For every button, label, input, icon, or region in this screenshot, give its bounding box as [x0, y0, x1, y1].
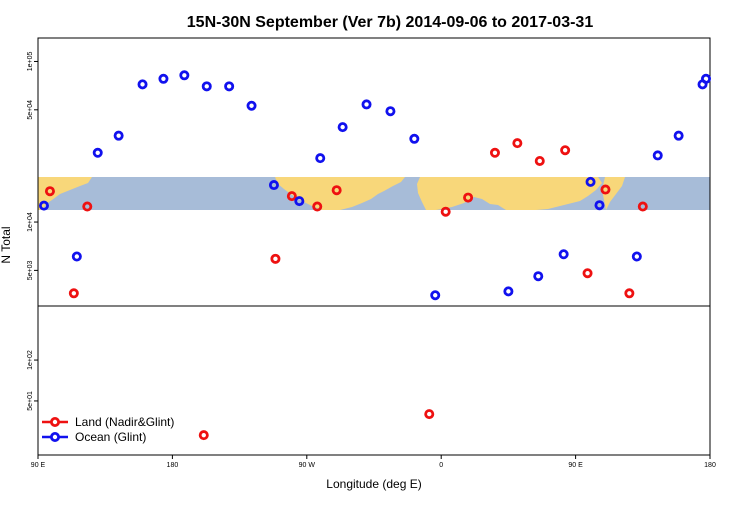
ocean-point: [533, 271, 544, 282]
y-upper-tick-label: 1e+05: [27, 52, 34, 72]
ocean-point: [361, 99, 372, 110]
ocean-point: [701, 73, 712, 84]
ocean-point: [503, 286, 514, 297]
ocean-point: [246, 100, 257, 111]
y-axis-label: N Total: [0, 226, 13, 263]
x-tick-label: 90 E: [31, 462, 46, 469]
land-point: [286, 191, 297, 202]
land-legend-label: Land (Nadir&Glint): [75, 415, 174, 429]
y-upper-tick-label: 5e+03: [27, 260, 34, 280]
x-tick-label: 180: [704, 462, 716, 469]
lower-panel-frame: [37, 305, 711, 456]
land-point: [68, 288, 79, 299]
legend: Land (Nadir&Glint)Ocean (Glint): [42, 415, 174, 444]
land-point: [424, 409, 435, 420]
ocean-point: [158, 73, 169, 84]
ocean-point: [137, 79, 148, 90]
ocean-point: [409, 133, 420, 144]
x-axis: 90 E 180 90 W 0 90 E 180: [31, 455, 716, 469]
ocean-point: [673, 130, 684, 141]
ocean-point: [430, 290, 441, 301]
ocean-legend-label: Ocean (Glint): [75, 430, 146, 444]
ocean-point: [179, 70, 190, 81]
land-point: [331, 185, 342, 196]
ocean-point: [113, 130, 124, 141]
x-tick-label: 90 W: [299, 462, 316, 469]
x-tick-label: 0: [439, 462, 443, 469]
ocean-point: [558, 249, 569, 260]
y-upper-tick-label: 5e+04: [27, 100, 34, 120]
land-point: [624, 288, 635, 299]
ocean-point: [631, 251, 642, 262]
ocean-point: [652, 150, 663, 161]
y-lower-tick-label: 1e+02: [27, 350, 34, 370]
plot-frames: [37, 37, 711, 456]
ocean-point: [385, 106, 396, 117]
land-point: [600, 184, 611, 195]
ocean-point: [92, 147, 103, 158]
land-africa-asia: [417, 177, 602, 210]
land-point: [44, 186, 55, 197]
ocean-legend-marker: [50, 431, 61, 442]
ocean-point: [294, 196, 305, 207]
data-points: [38, 70, 712, 441]
land-point: [534, 155, 545, 166]
ocean-point: [315, 153, 326, 164]
x-tick-label: 90 E: [568, 462, 583, 469]
y-axis-upper: 5e+03 1e+04 5e+04 1e+05: [27, 52, 38, 280]
land-point: [82, 201, 93, 212]
ocean-point: [201, 81, 212, 92]
upper-panel-frame: [37, 37, 711, 307]
land-point: [440, 206, 451, 217]
land-point: [198, 430, 209, 441]
land-point: [489, 147, 500, 158]
land-point: [270, 253, 281, 264]
land-point: [312, 201, 323, 212]
y-axis-lower: 5e+01 1e+02: [27, 350, 38, 411]
ocean-point: [38, 200, 49, 211]
land-point: [463, 192, 474, 203]
land-asia-west: [38, 177, 92, 210]
land-point: [637, 201, 648, 212]
land-legend-marker: [50, 416, 61, 427]
ocean-point: [224, 81, 235, 92]
world-map-band: [38, 177, 710, 210]
chart-title: 15N-30N September (Ver 7b) 2014-09-06 to…: [187, 14, 594, 31]
land-point: [560, 145, 571, 156]
land-point: [512, 138, 523, 149]
y-lower-tick-label: 5e+01: [27, 391, 34, 411]
ocean-point: [337, 122, 348, 133]
ocean-point: [268, 180, 279, 191]
x-tick-label: 180: [167, 462, 179, 469]
y-upper-tick-label: 1e+04: [27, 212, 34, 232]
ocean-point: [71, 251, 82, 262]
land-point: [582, 268, 593, 279]
x-axis-label: Longitude (deg E): [326, 477, 421, 491]
ocean-point: [585, 176, 596, 187]
ocean-point: [594, 200, 605, 211]
